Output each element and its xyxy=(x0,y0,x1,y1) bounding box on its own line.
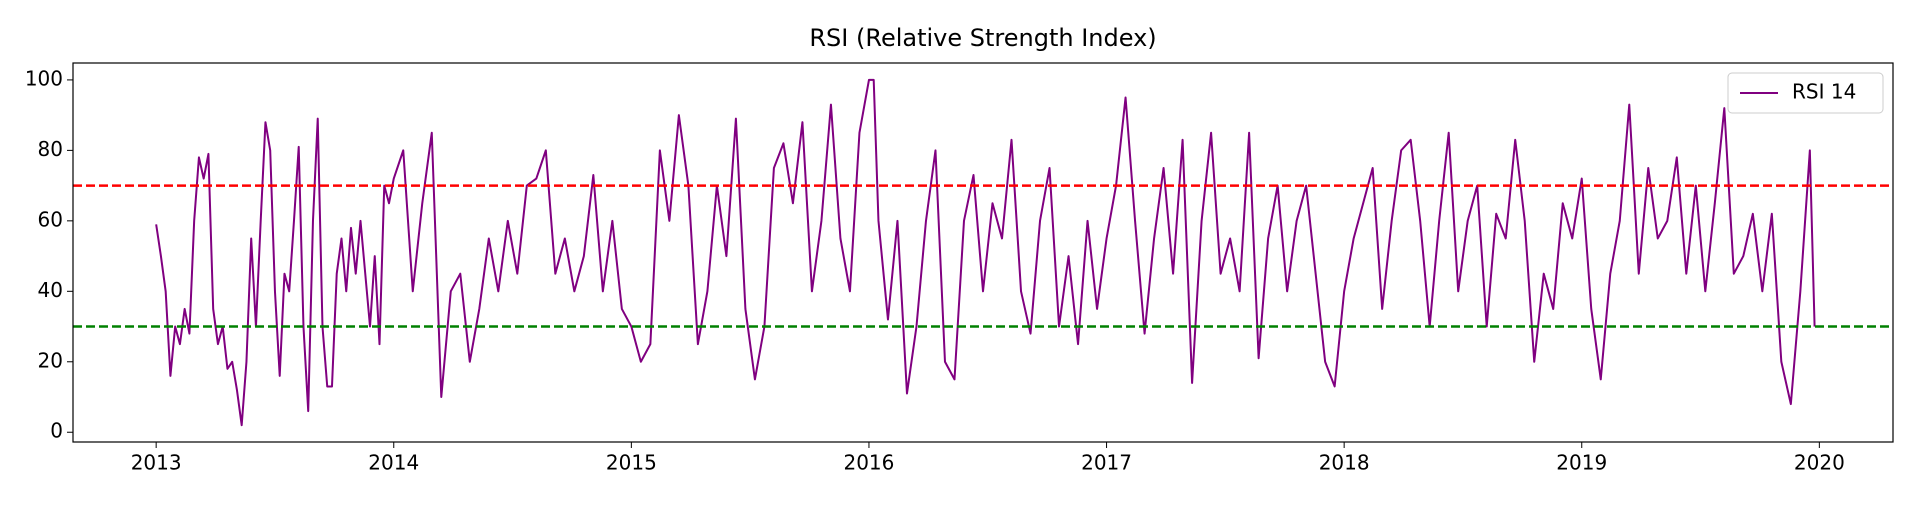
chart-title: RSI (Relative Strength Index) xyxy=(809,24,1156,52)
legend-label: RSI 14 xyxy=(1792,80,1856,104)
x-tick-label: 2019 xyxy=(1556,451,1607,475)
x-tick-label: 2013 xyxy=(131,451,182,475)
y-tick-label: 20 xyxy=(38,348,63,372)
x-tick-label: 2018 xyxy=(1319,451,1370,475)
y-tick-label: 40 xyxy=(38,278,63,302)
plot-frame xyxy=(72,62,1894,443)
y-tick-label: 80 xyxy=(38,137,63,161)
x-tick-label: 2014 xyxy=(368,451,419,475)
y-tick-label: 100 xyxy=(25,66,63,90)
y-tick-label: 0 xyxy=(50,419,63,443)
legend: RSI 14 xyxy=(1727,72,1884,114)
x-tick-label: 2020 xyxy=(1794,451,1845,475)
x-tick-label: 2017 xyxy=(1081,451,1132,475)
x-tick-label: 2016 xyxy=(843,451,894,475)
line xyxy=(155,78,1816,427)
legend-box xyxy=(1727,72,1884,114)
x-tick-label: 2015 xyxy=(606,451,657,475)
y-tick-label: 60 xyxy=(38,207,63,231)
